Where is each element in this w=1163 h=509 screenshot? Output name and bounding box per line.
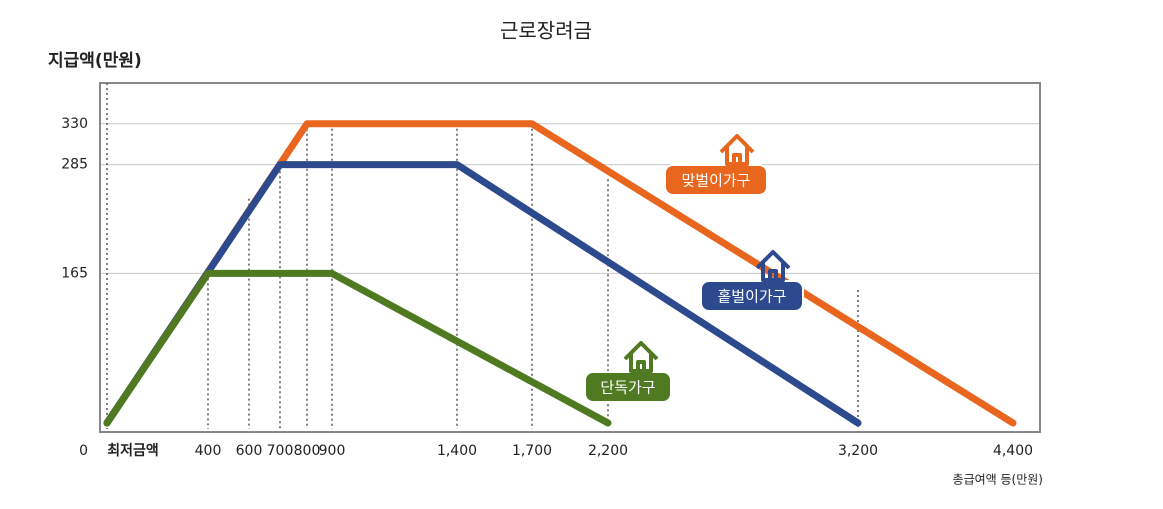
legend-item: 홑벌이가구: [700, 250, 804, 312]
legend-house-icon: [719, 134, 755, 166]
x-tick-label: 1,400: [437, 443, 477, 459]
x-tick-label: 700: [267, 443, 294, 459]
x-tick-label: 최저금액: [107, 442, 159, 459]
chart-title: 근로장려금: [500, 19, 592, 43]
legend-label: 단독가구: [600, 379, 655, 397]
x-tick-label: 2,200: [588, 443, 628, 459]
legend-house-icon: [755, 250, 791, 282]
x-tick-label: 900: [319, 443, 346, 459]
legend-item: 맞벌이가구: [664, 134, 768, 196]
x-tick-label: 4,400: [993, 443, 1033, 459]
legend-badge: [584, 371, 672, 403]
series-line: [103, 269, 612, 427]
x-axis-label: 총급여액 등(만원): [953, 473, 1043, 487]
x-tick-label: 3,200: [838, 443, 878, 459]
legend-item: 단독가구: [584, 341, 672, 403]
legend-label: 홑벌이가구: [717, 288, 786, 306]
y-axis-label: 지급액(만원): [48, 51, 142, 71]
x-tick-label: 600: [236, 443, 263, 459]
y-tick-label: 330: [61, 116, 88, 132]
legend-house-icon: [623, 341, 659, 373]
x-tick-label: 800: [294, 443, 321, 459]
legend-badge: [664, 164, 768, 196]
legend-label: 맞벌이가구: [681, 172, 750, 190]
y-tick-label: 165: [61, 265, 88, 281]
y-tick-label: 0: [79, 443, 88, 459]
legend-badge: [700, 280, 804, 312]
x-tick-label: 400: [195, 443, 222, 459]
y-tick-label: 285: [61, 157, 88, 173]
plot-frame: [99, 82, 1041, 433]
x-tick-label: 1,700: [512, 443, 552, 459]
